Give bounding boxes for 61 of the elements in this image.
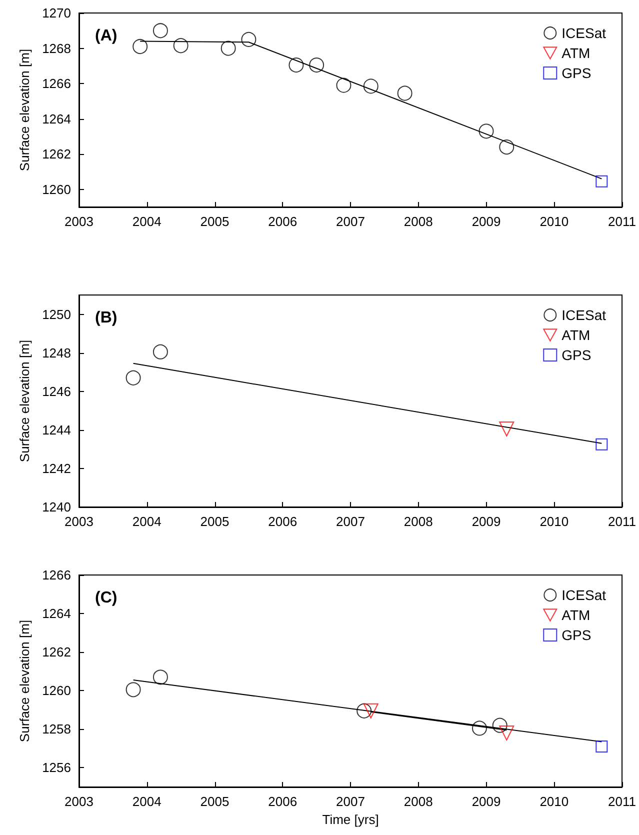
text: (C) (95, 590, 118, 606)
text: (A) (95, 28, 118, 44)
x-tick-label: 2009 (472, 794, 501, 809)
y-tick-label: 1270 (42, 6, 71, 20)
y-tick-label: 1266 (42, 568, 71, 582)
x-tick-label: 2009 (472, 214, 501, 229)
y-axis-title: Surface elevation [m] (17, 48, 32, 172)
legend-label: ATM (562, 327, 590, 343)
x-tick-label: 2011 (608, 214, 636, 229)
x-tick-label: 2010 (540, 794, 569, 809)
y-tick-label: 1256 (42, 760, 71, 776)
y-tick-label: 1240 (42, 500, 71, 514)
x-tick-label: 2011 (608, 514, 636, 529)
y-tick-label: 1248 (42, 345, 71, 360)
text: (B) (95, 310, 118, 326)
x-tick-label: 2008 (404, 514, 433, 529)
y-tick-label: 1260 (42, 683, 71, 698)
x-tick-label: 2003 (64, 214, 94, 229)
x-tick-label: 2008 (404, 214, 433, 229)
x-tick-label: 2007 (336, 214, 365, 229)
y-tick-label: 1260 (42, 182, 71, 197)
y-tick-label: 1264 (42, 606, 71, 622)
x-tick-label: 2009 (472, 514, 501, 529)
x-tick-label: 2006 (268, 514, 298, 529)
y-tick-label: 1250 (42, 306, 71, 322)
x-tick-label: 2010 (540, 214, 569, 229)
x-axis-title: Time [yrs] (322, 812, 379, 827)
y-axis-title: Surface elevation [m] (17, 340, 32, 462)
legend-label: GPS (562, 65, 592, 81)
x-tick-label: 2003 (64, 514, 94, 529)
x-tick-label: 2006 (268, 214, 298, 229)
x-tick-label: 2003 (64, 794, 94, 809)
y-tick-label: 1266 (42, 76, 71, 92)
x-tick-label: 2004 (132, 214, 162, 229)
x-tick-label: 2007 (336, 794, 365, 809)
legend-label: ATM (562, 607, 590, 623)
x-tick-label: 2005 (200, 794, 230, 809)
x-tick-label: 2006 (268, 794, 298, 809)
x-tick-label: 2004 (132, 514, 162, 529)
y-tick-label: 1264 (42, 111, 71, 126)
y-tick-label: 1258 (42, 722, 71, 737)
legend-label: GPS (562, 627, 592, 643)
y-tick-label: 1246 (42, 384, 71, 399)
x-tick-label: 2004 (132, 794, 162, 809)
legend-label: ICESat (562, 587, 606, 603)
x-tick-label: 2010 (540, 514, 569, 529)
x-tick-label: 2007 (336, 514, 365, 529)
x-tick-label: 2008 (404, 794, 433, 809)
y-axis-title: Surface elevation [m] (17, 620, 32, 742)
x-tick-label: 2005 (200, 514, 230, 529)
legend-label: ICESat (562, 307, 606, 323)
legend-label: ICESat (562, 25, 606, 41)
y-tick-label: 1268 (42, 40, 71, 56)
legend-label: ATM (562, 45, 590, 61)
x-tick-label: 2005 (200, 214, 230, 229)
y-tick-label: 1242 (42, 460, 71, 476)
y-tick-label: 1244 (42, 422, 71, 438)
x-tick-label: 2011 (608, 794, 636, 809)
y-tick-label: 1262 (42, 644, 71, 660)
y-tick-label: 1262 (42, 146, 71, 162)
legend-label: GPS (562, 347, 592, 363)
